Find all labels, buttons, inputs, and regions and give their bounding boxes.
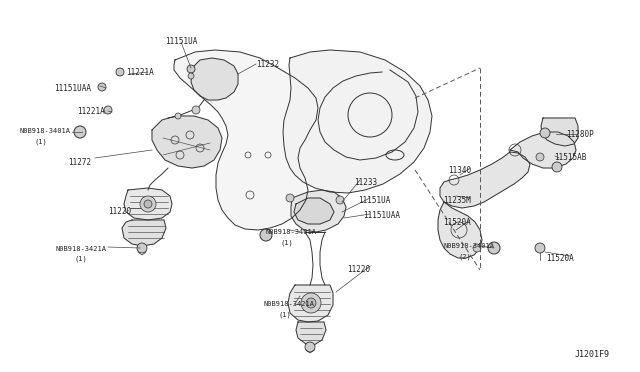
Circle shape	[540, 128, 550, 138]
Text: 11220: 11220	[347, 265, 370, 274]
Circle shape	[137, 243, 147, 253]
Polygon shape	[191, 58, 238, 100]
Text: N0B918-3421A: N0B918-3421A	[55, 246, 106, 252]
Circle shape	[305, 342, 315, 352]
Circle shape	[192, 106, 200, 114]
Text: 11151UAA: 11151UAA	[363, 211, 400, 220]
Text: 11515AB: 11515AB	[554, 153, 586, 162]
Text: 11151UAA: 11151UAA	[54, 84, 91, 93]
Circle shape	[187, 65, 195, 73]
Polygon shape	[124, 188, 172, 220]
Text: (1): (1)	[278, 311, 291, 317]
Text: N0B918-3421A: N0B918-3421A	[263, 301, 314, 307]
Text: 11221A: 11221A	[77, 107, 105, 116]
Polygon shape	[152, 116, 222, 168]
Circle shape	[144, 200, 152, 208]
Text: 11232: 11232	[256, 60, 279, 69]
Text: 11520A: 11520A	[443, 218, 471, 227]
Text: 11520A: 11520A	[546, 254, 573, 263]
Text: 11280P: 11280P	[566, 130, 594, 139]
Circle shape	[260, 229, 272, 241]
Polygon shape	[283, 50, 432, 193]
Text: (1): (1)	[281, 239, 294, 246]
Text: 11151UA: 11151UA	[358, 196, 390, 205]
Circle shape	[116, 68, 124, 76]
Circle shape	[74, 126, 86, 138]
Circle shape	[301, 293, 321, 313]
Text: N0B918-3401A: N0B918-3401A	[20, 128, 71, 134]
Polygon shape	[174, 50, 318, 230]
Polygon shape	[294, 198, 334, 224]
Circle shape	[104, 106, 112, 114]
Polygon shape	[438, 202, 482, 258]
Circle shape	[98, 83, 106, 91]
Circle shape	[336, 196, 344, 204]
Text: (1): (1)	[35, 138, 48, 144]
Polygon shape	[291, 190, 346, 232]
Text: 11221A: 11221A	[126, 68, 154, 77]
Circle shape	[536, 153, 544, 161]
Text: 11233: 11233	[354, 178, 377, 187]
Text: N0B918-3401A: N0B918-3401A	[266, 229, 317, 235]
Polygon shape	[510, 132, 576, 168]
Circle shape	[140, 196, 156, 212]
Circle shape	[473, 244, 481, 252]
Polygon shape	[122, 220, 166, 246]
Text: J1201F9: J1201F9	[575, 350, 610, 359]
Polygon shape	[288, 285, 333, 322]
Circle shape	[488, 242, 500, 254]
Circle shape	[552, 162, 562, 172]
Circle shape	[188, 73, 194, 79]
Polygon shape	[541, 118, 578, 146]
Circle shape	[286, 194, 294, 202]
Text: (2): (2)	[458, 253, 471, 260]
Polygon shape	[296, 322, 326, 345]
Text: 11340: 11340	[448, 166, 471, 175]
Text: (1): (1)	[75, 256, 88, 263]
Text: N0B918-3401A: N0B918-3401A	[443, 243, 494, 249]
Text: 11151UA: 11151UA	[165, 37, 197, 46]
Text: 11235M: 11235M	[443, 196, 471, 205]
Circle shape	[175, 113, 181, 119]
Circle shape	[306, 298, 316, 308]
Circle shape	[535, 243, 545, 253]
Text: 11220: 11220	[108, 207, 131, 216]
Polygon shape	[440, 152, 530, 208]
Text: 11272: 11272	[68, 158, 91, 167]
